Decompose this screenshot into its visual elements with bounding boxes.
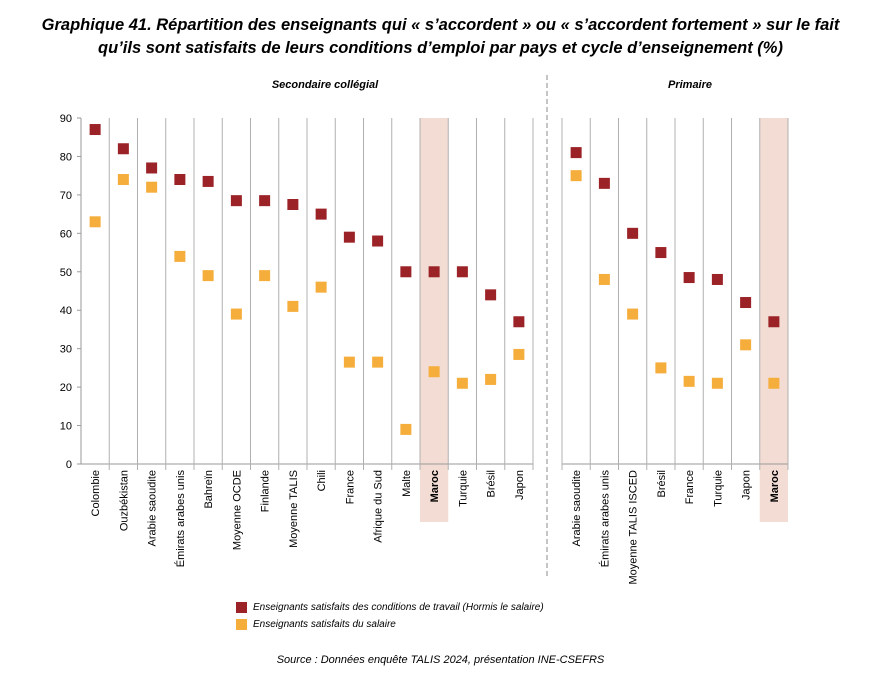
panel-title: Primaire bbox=[668, 79, 712, 91]
marker-work-conditions bbox=[485, 289, 497, 301]
marker-work-conditions bbox=[230, 195, 242, 207]
x-category-label: Maroc bbox=[429, 470, 441, 502]
marker-work-conditions bbox=[655, 247, 667, 259]
y-tick-label: 50 bbox=[60, 267, 72, 279]
legend-item-work: Enseignants satisfaits des conditions de… bbox=[236, 599, 544, 616]
marker-work-conditions bbox=[89, 124, 101, 136]
marker-salary bbox=[259, 270, 271, 282]
x-category-label: Émirats arabes unis bbox=[598, 470, 611, 568]
y-tick-label: 30 bbox=[60, 344, 72, 356]
marker-salary bbox=[683, 375, 695, 387]
marker-salary bbox=[456, 377, 468, 389]
marker-salary bbox=[117, 174, 129, 186]
chart-title-line-2: qu’ils sont satisfaits de leurs conditio… bbox=[98, 39, 783, 57]
marker-salary bbox=[174, 250, 186, 262]
legend-label-salary: Enseignants satisfaits du salaire bbox=[253, 619, 396, 630]
marker-salary bbox=[287, 300, 299, 312]
x-category-label: Bahreïn bbox=[203, 470, 215, 509]
x-category-label: France bbox=[684, 470, 696, 504]
x-category-label: Brésil bbox=[656, 470, 668, 498]
marker-salary bbox=[230, 308, 242, 320]
marker-work-conditions bbox=[711, 273, 723, 285]
marker-work-conditions bbox=[598, 177, 610, 189]
x-category-label: Moyenne TALIS ISCED bbox=[628, 470, 640, 585]
legend-label-work: Enseignants satisfaits des conditions de… bbox=[253, 602, 544, 613]
x-category-label: Turquie bbox=[712, 470, 724, 507]
y-tick-label: 40 bbox=[60, 305, 72, 317]
marker-work-conditions bbox=[513, 316, 525, 328]
y-tick-label: 90 bbox=[60, 113, 72, 125]
legend-item-salary: Enseignants satisfaits du salaire bbox=[236, 616, 544, 633]
marker-salary bbox=[768, 377, 780, 389]
x-category-label: Japon bbox=[741, 470, 753, 500]
marker-work-conditions bbox=[287, 199, 299, 210]
marker-work-conditions bbox=[428, 266, 440, 278]
marker-salary bbox=[740, 339, 752, 351]
marker-work-conditions bbox=[315, 208, 327, 220]
marker-salary bbox=[372, 356, 384, 368]
marker-work-conditions bbox=[117, 143, 129, 155]
x-category-label: Moyenne OCDE bbox=[231, 470, 243, 550]
marker-salary bbox=[202, 270, 214, 282]
marker-salary bbox=[570, 170, 582, 182]
x-category-label: Maroc bbox=[769, 470, 781, 502]
x-category-label: Turquie bbox=[457, 470, 469, 507]
marker-work-conditions bbox=[343, 231, 355, 243]
marker-work-conditions bbox=[174, 174, 186, 186]
marker-salary bbox=[627, 308, 639, 320]
y-tick-label: 70 bbox=[60, 190, 72, 202]
marker-salary bbox=[428, 366, 440, 378]
marker-salary bbox=[598, 273, 610, 285]
highlight-band bbox=[420, 118, 449, 522]
marker-work-conditions bbox=[259, 195, 271, 207]
x-category-label: Finlande bbox=[260, 470, 272, 512]
y-tick-label: 20 bbox=[60, 382, 72, 394]
legend-swatch-salary bbox=[236, 619, 247, 630]
marker-salary bbox=[513, 348, 525, 360]
marker-work-conditions bbox=[570, 147, 582, 159]
y-tick-label: 80 bbox=[60, 151, 72, 163]
marker-salary bbox=[315, 281, 327, 293]
marker-work-conditions bbox=[683, 272, 695, 284]
marker-work-conditions bbox=[146, 162, 158, 174]
x-category-label: Afrique du Sud bbox=[373, 470, 385, 543]
x-category-label: Malte bbox=[401, 470, 413, 497]
chart-title-line-1: Graphique 41. Répartition des enseignant… bbox=[41, 16, 840, 34]
legend-swatch-work bbox=[236, 602, 247, 613]
marker-salary bbox=[711, 377, 723, 389]
chart-legend: Enseignants satisfaits des conditions de… bbox=[236, 599, 544, 633]
chart-title: Graphique 41. Répartition des enseignant… bbox=[0, 14, 881, 60]
x-category-label: Émirats arabes unis bbox=[174, 470, 187, 568]
marker-work-conditions bbox=[740, 297, 752, 309]
marker-work-conditions bbox=[456, 266, 468, 278]
marker-salary bbox=[485, 373, 497, 385]
marker-salary bbox=[655, 362, 667, 374]
marker-salary bbox=[343, 356, 355, 368]
x-category-label: Arabie saoudite bbox=[571, 470, 583, 546]
x-category-label: Ouzbékistan bbox=[118, 470, 130, 531]
y-tick-label: 10 bbox=[60, 421, 72, 433]
x-category-label: Moyenne TALIS bbox=[288, 470, 300, 548]
marker-salary bbox=[400, 423, 412, 435]
marker-work-conditions bbox=[768, 316, 780, 328]
x-category-label: Colombie bbox=[90, 470, 102, 516]
x-category-label: Brésil bbox=[486, 470, 498, 498]
marker-work-conditions bbox=[202, 175, 214, 187]
x-category-label: Japon bbox=[514, 470, 526, 500]
marker-salary bbox=[89, 216, 101, 228]
marker-salary bbox=[146, 181, 158, 193]
panel-title: Secondaire collégial bbox=[272, 79, 379, 91]
x-category-label: Arabie saoudite bbox=[147, 470, 159, 546]
x-category-label: France bbox=[344, 470, 356, 504]
x-category-label: Chili bbox=[316, 470, 328, 491]
marker-work-conditions bbox=[400, 266, 412, 278]
marker-work-conditions bbox=[627, 227, 639, 239]
y-tick-label: 60 bbox=[60, 228, 72, 240]
marker-work-conditions bbox=[372, 235, 384, 247]
chart-source: Source : Données enquête TALIS 2024, pré… bbox=[276, 654, 605, 666]
y-tick-label: 0 bbox=[66, 459, 72, 471]
